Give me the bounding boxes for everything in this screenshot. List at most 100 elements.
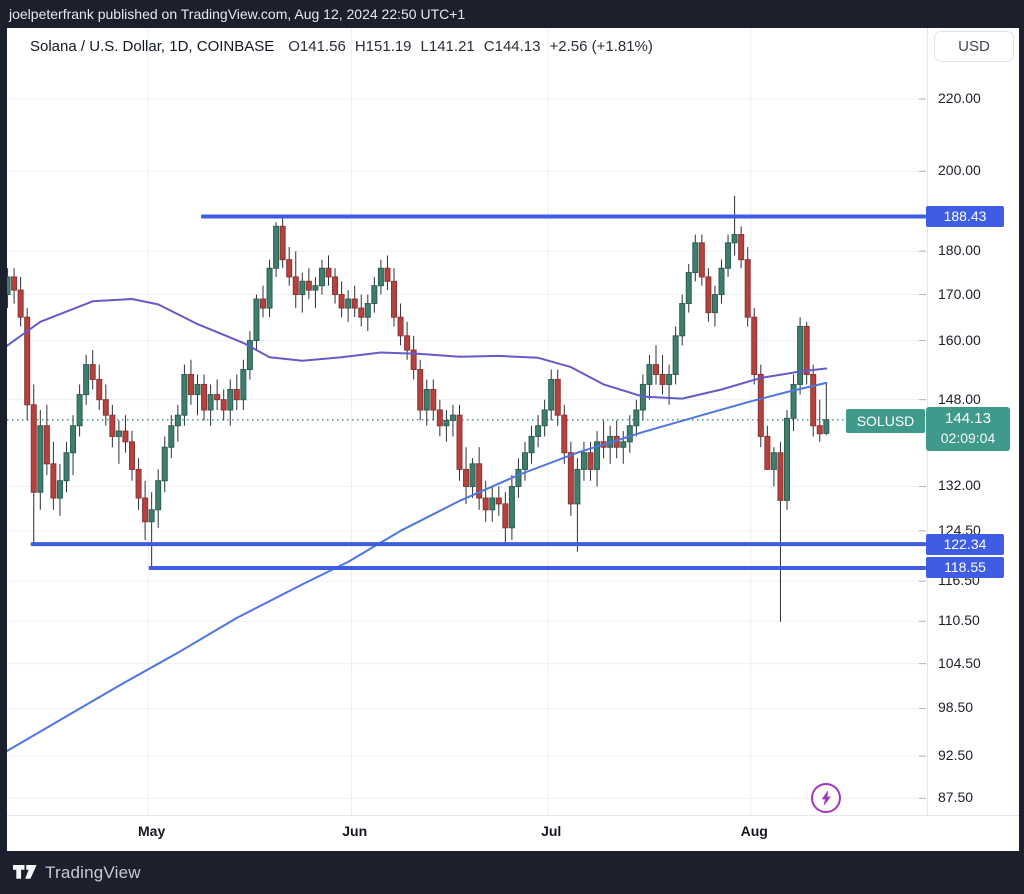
candle-body xyxy=(83,364,90,396)
candle-body xyxy=(129,441,135,470)
candle-body xyxy=(672,335,679,375)
level-price-flag: 188.43 xyxy=(926,205,1004,227)
tradingview-logo-icon[interactable] xyxy=(13,864,38,881)
candle-body xyxy=(161,446,168,482)
candle-body xyxy=(279,225,286,261)
candle-body xyxy=(246,340,253,371)
attribution-text: joelpeterfrank published on TradingView.… xyxy=(9,6,466,22)
candle-body xyxy=(495,497,502,505)
ohlc-open: O141.56 xyxy=(288,38,346,55)
candle-body xyxy=(299,280,306,296)
price-tick-label: 110.50 xyxy=(938,612,980,629)
candle-body xyxy=(292,276,299,296)
candle-body xyxy=(574,468,581,505)
candle-body xyxy=(318,267,325,287)
candle-body xyxy=(725,242,732,269)
candle-body xyxy=(351,298,358,309)
candle-body xyxy=(43,425,50,465)
candle-body xyxy=(528,435,535,454)
candle-body xyxy=(679,303,686,337)
candle-body xyxy=(404,335,411,351)
candle-body xyxy=(751,316,758,375)
candle-body xyxy=(109,414,116,437)
candle-body xyxy=(89,364,96,380)
candle-body xyxy=(345,298,352,309)
candle-body xyxy=(561,414,568,454)
level-price-flag: 118.55 xyxy=(926,557,1004,579)
footer-bar: TradingView xyxy=(0,851,1024,894)
candle-body xyxy=(515,468,522,487)
bar-close-countdown: 02:09:04 xyxy=(940,430,996,446)
candle-body xyxy=(174,414,181,427)
candle-body xyxy=(744,259,751,318)
candle-body xyxy=(187,373,194,396)
candle-body xyxy=(541,409,548,427)
candle-body xyxy=(397,316,404,337)
candlestick-chart-canvas[interactable] xyxy=(0,28,1024,851)
brand-name[interactable]: TradingView xyxy=(45,862,141,882)
candle-body xyxy=(469,463,476,487)
support-resistance-line xyxy=(30,542,926,547)
ohlc-change: +2.56 (+1.81%) xyxy=(549,38,653,55)
candle-body xyxy=(456,414,463,470)
candle-body xyxy=(194,383,201,396)
candle-body xyxy=(436,409,443,427)
candle-body xyxy=(757,373,764,437)
candle-body xyxy=(731,234,738,244)
ma_fast-line xyxy=(0,381,828,756)
candle-body xyxy=(764,435,771,470)
candle-body xyxy=(449,414,456,421)
frame-border-right xyxy=(1019,28,1024,851)
symbol-price-flag: SOLUSD xyxy=(846,409,925,433)
candle-body xyxy=(410,349,417,371)
candle-body xyxy=(11,276,18,291)
candle-body xyxy=(24,316,31,406)
symbol-title[interactable]: Solana / U.S. Dollar, 1D, COINBASE xyxy=(30,38,275,55)
currency-toggle-button[interactable]: USD xyxy=(934,31,1014,62)
candle-body xyxy=(220,399,227,411)
time-axis[interactable]: May Jun Jul Aug xyxy=(7,816,927,851)
month-label: Jun xyxy=(342,823,368,839)
quick-trade-button[interactable] xyxy=(811,783,841,813)
month-label: Aug xyxy=(740,823,768,839)
lightning-icon xyxy=(821,790,831,806)
attribution-bar: joelpeterfrank published on TradingView.… xyxy=(0,0,1024,28)
candle-body xyxy=(37,425,44,493)
candle-body xyxy=(626,425,633,443)
candle-body xyxy=(135,468,142,499)
candle-body xyxy=(620,441,627,448)
candle-body xyxy=(646,364,653,385)
candle-body xyxy=(489,497,496,511)
price-tick-label: 148.00 xyxy=(938,390,981,407)
candle-body xyxy=(797,325,804,385)
candle-body xyxy=(718,267,725,296)
candle-body xyxy=(522,452,528,470)
price-tick-label: 160.00 xyxy=(938,331,981,348)
candle-body xyxy=(358,307,365,318)
candle-body xyxy=(443,419,450,427)
candle-body xyxy=(155,480,162,511)
candle-body xyxy=(770,452,777,470)
candle-body xyxy=(685,272,692,305)
price-axis[interactable]: 220.00 200.00 180.00 170.00 160.00 148.00 132.… xyxy=(926,28,1019,815)
candle-body xyxy=(587,452,594,470)
candle-body xyxy=(371,285,378,305)
ma_slow-line xyxy=(0,298,828,400)
time-axis-divider xyxy=(0,815,1019,816)
price-tick-label: 87.50 xyxy=(938,789,974,806)
candle-body xyxy=(227,388,234,411)
candle-body xyxy=(30,404,37,493)
candle-body xyxy=(738,234,745,261)
candle-body xyxy=(698,242,705,278)
ohlc-high: H151.19 xyxy=(354,38,412,55)
candle-body xyxy=(823,419,830,434)
candle-body xyxy=(50,463,57,499)
candle-body xyxy=(148,509,155,523)
candle-body xyxy=(666,373,673,385)
price-tick-label: 200.00 xyxy=(938,162,981,179)
level-price-flag: 122.34 xyxy=(926,533,1004,555)
frame-border-left xyxy=(0,28,7,851)
candle-body xyxy=(711,294,718,314)
candle-body xyxy=(777,452,784,501)
